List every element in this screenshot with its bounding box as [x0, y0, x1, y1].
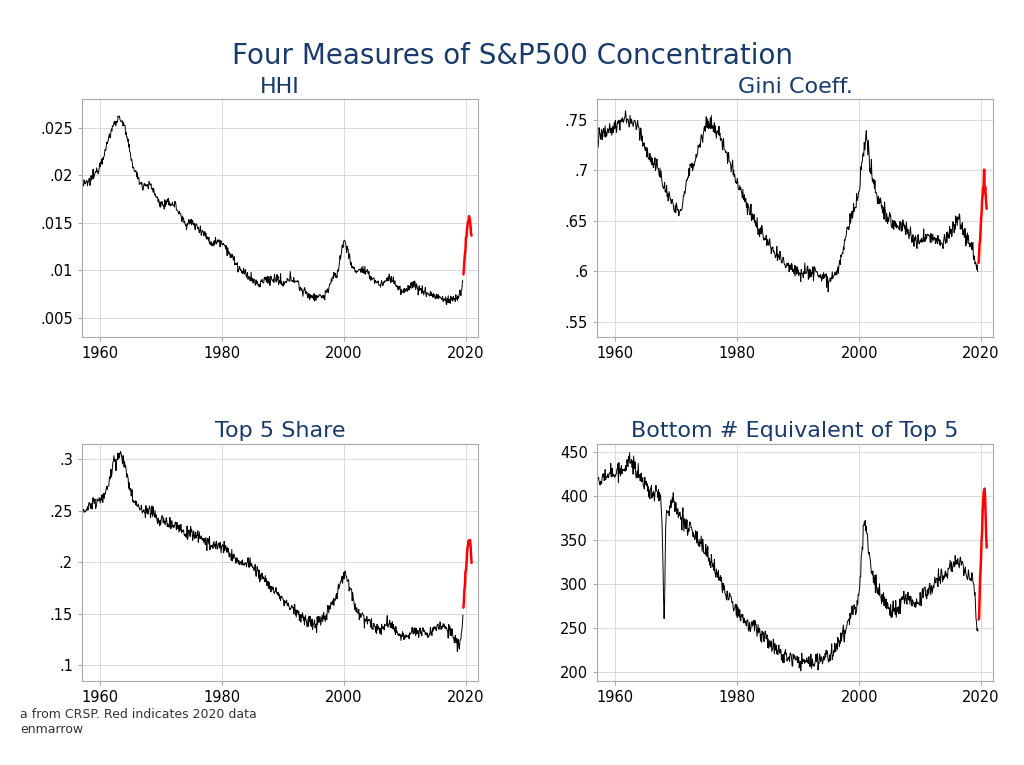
Text: a from CRSP. Red indicates 2020 data
enmarrow: a from CRSP. Red indicates 2020 data enm… — [20, 708, 257, 736]
Title: Gini Coeff.: Gini Coeff. — [737, 76, 853, 96]
Title: Top 5 Share: Top 5 Share — [215, 421, 345, 441]
Title: Bottom # Equivalent of Top 5: Bottom # Equivalent of Top 5 — [632, 421, 958, 441]
Title: HHI: HHI — [260, 76, 300, 96]
Text: Four Measures of S&P500 Concentration: Four Measures of S&P500 Concentration — [231, 42, 793, 70]
